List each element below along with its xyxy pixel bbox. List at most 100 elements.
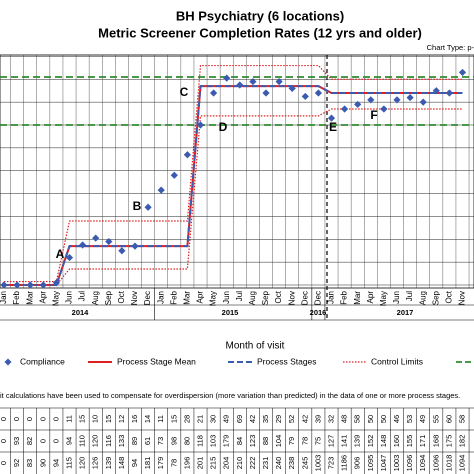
table-cell: 0 — [0, 417, 8, 421]
x-tick-label: Apr — [196, 291, 205, 304]
table-cell: 49 — [418, 415, 427, 423]
year-label: 2014 — [72, 308, 90, 317]
legend-marker — [4, 358, 12, 366]
x-tick-label: Jan — [156, 291, 165, 304]
x-tick-label: Jul — [405, 291, 414, 301]
compliance-point — [79, 241, 87, 249]
legend-label: Process Stages — [257, 356, 317, 366]
x-tick-label: May — [379, 291, 388, 306]
table-cell: 46 — [392, 415, 401, 423]
table-cell: 53 — [405, 415, 414, 423]
table-cell: 50 — [366, 415, 375, 423]
x-tick-label: Sep — [104, 290, 113, 305]
table-cell: 201 — [195, 457, 204, 470]
table-cell: 12 — [117, 415, 126, 423]
table-cell: 1003 — [392, 455, 401, 472]
x-tick-label: Aug — [418, 291, 427, 305]
table-cell: 1096 — [405, 455, 414, 472]
table-cell: 52 — [287, 415, 296, 423]
table-cell: 75 — [313, 437, 322, 445]
table-cell: 723 — [326, 457, 335, 470]
table-cell: 16 — [130, 415, 139, 423]
table-cell: 60 — [444, 415, 453, 423]
x-tick-label: Jun — [222, 291, 231, 304]
compliance-point — [406, 93, 414, 102]
table-cell: 182 — [457, 435, 466, 448]
table-cell: 1186 — [340, 455, 349, 471]
table-cell: 116 — [104, 435, 113, 447]
x-tick-label: Jun — [65, 291, 74, 304]
legend-label: Control Limits — [371, 356, 423, 366]
compliance-point — [52, 279, 60, 287]
table-cell: 98 — [169, 437, 178, 445]
table-cell: 152 — [366, 435, 375, 448]
x-tick-label: Apr — [366, 291, 375, 304]
x-tick-label: Oct — [117, 290, 126, 303]
compliance-point — [419, 98, 427, 106]
table-cell: 30 — [209, 415, 218, 423]
x-tick-label: Feb — [169, 290, 178, 304]
x-tick-label: Dec — [314, 291, 323, 305]
table-cell: 238 — [287, 457, 296, 470]
table-cell: 1018 — [444, 455, 453, 472]
compliance-point — [131, 242, 139, 250]
annotation: B — [133, 199, 142, 213]
legend-label: Compliance — [20, 356, 65, 366]
note: it calculations have been used to compen… — [0, 391, 460, 400]
x-tick-label: Jun — [392, 291, 401, 304]
compliance-point — [380, 105, 388, 113]
table-cell: 148 — [117, 457, 126, 470]
table-cell: 115 — [64, 457, 73, 469]
compliance-point — [13, 281, 21, 289]
compliance-point — [65, 253, 74, 262]
table-cell: 104 — [274, 435, 283, 448]
table-cell: 196 — [182, 457, 191, 470]
compliance-point — [458, 68, 467, 77]
chart-type-label: Chart Type: p- — [427, 43, 474, 52]
table-cell: 215 — [209, 457, 218, 470]
x-tick-label: Oct — [445, 290, 454, 303]
table-cell: 42 — [248, 415, 257, 423]
compliance-point — [354, 100, 362, 109]
table-cell: 35 — [261, 415, 270, 423]
compliance-point — [170, 171, 178, 179]
x-tick-label: Feb — [12, 290, 21, 304]
compliance-point — [393, 96, 401, 104]
table-cell: 21 — [195, 415, 204, 423]
table-cell: 39 — [313, 415, 322, 423]
table-cell: 0 — [0, 461, 8, 465]
compliance-point — [223, 74, 231, 82]
x-tick-label: Dec — [143, 291, 152, 305]
table-cell: 79 — [287, 437, 296, 445]
table-cell: 80 — [182, 437, 191, 445]
table-cell: 1096 — [431, 455, 440, 472]
compliance-point — [275, 77, 283, 86]
compliance-point — [445, 89, 453, 97]
chart-subtitle: Metric Screener Completion Rates (12 yrs… — [98, 25, 422, 40]
table-cell: 58 — [457, 415, 466, 423]
year-label: 2015 — [222, 308, 239, 317]
table-cell: 88 — [261, 437, 270, 445]
table-cell: 14 — [143, 415, 152, 423]
compliance-point — [249, 77, 257, 86]
table-cell: 42 — [300, 415, 309, 423]
x-tick-label: Nov — [130, 291, 139, 305]
compliance-point — [196, 121, 205, 129]
table-cell: 139 — [353, 435, 362, 448]
x-tick-label: Jan — [327, 291, 336, 304]
table-cell: 0 — [51, 417, 60, 421]
x-tick-label: Mar — [353, 291, 362, 305]
compliance-point — [105, 237, 113, 246]
plot-frame — [0, 54, 474, 289]
x-tick-label: Oct — [274, 290, 283, 303]
table-cell: 127 — [326, 435, 335, 448]
table-cell: 29 — [274, 415, 283, 423]
table-cell: 179 — [222, 435, 231, 448]
table-cell: 48 — [340, 415, 349, 423]
table-cell: 0 — [38, 417, 47, 421]
table-cell: 49 — [222, 415, 231, 423]
table-cell: 160 — [392, 435, 401, 448]
table-cell: 123 — [248, 435, 257, 448]
x-axis-title: Month of visit — [226, 341, 285, 352]
